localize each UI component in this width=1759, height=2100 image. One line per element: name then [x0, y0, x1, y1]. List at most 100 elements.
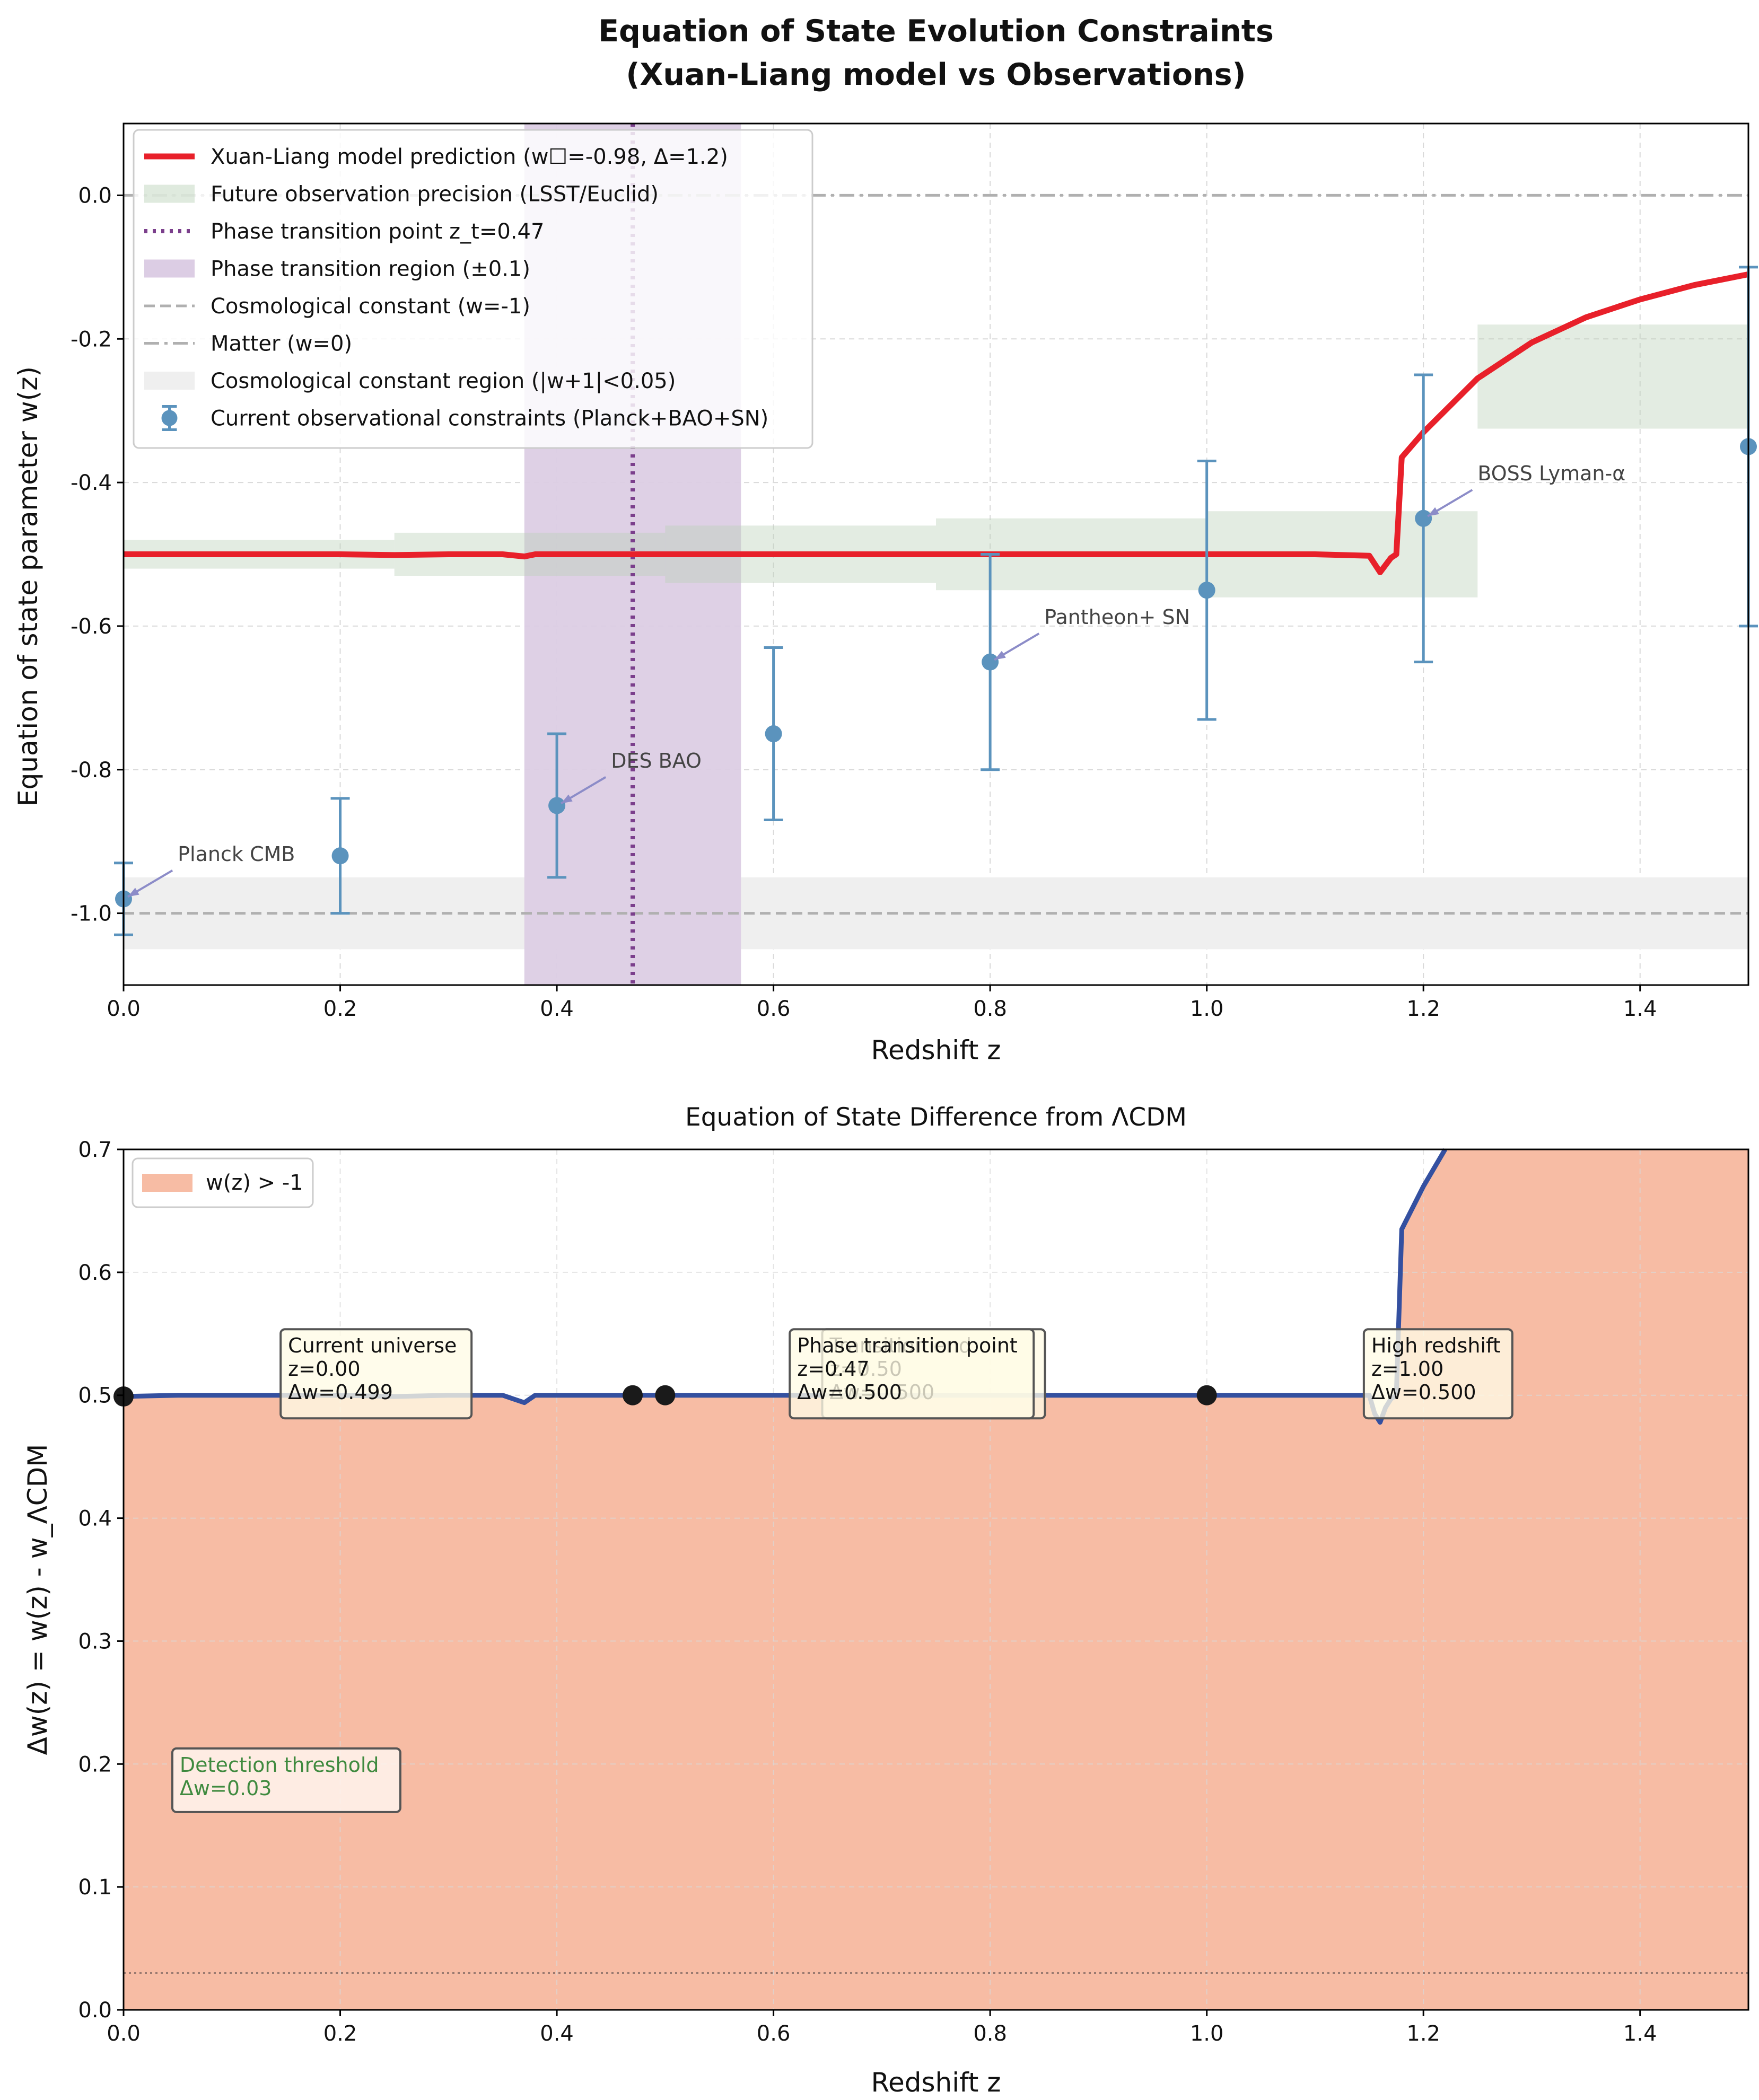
legend-entry: Cosmological constant (w=-1)	[144, 294, 530, 319]
top-x-tick-label: 0.2	[323, 997, 357, 1021]
legend-entry: Xuan-Liang model prediction (w☐=-0.98, Δ…	[144, 145, 728, 169]
bottom-legend: w(z) > -1	[132, 1157, 314, 1208]
annotation-box-line: Δw=0.500	[1371, 1381, 1476, 1404]
bottom-y-tick-label: 0.0	[78, 1998, 112, 2023]
bottom-x-tick-label: 1.4	[1623, 2022, 1657, 2046]
bottom-x-tick-label: 0.0	[107, 2022, 141, 2046]
bottom-y-tick-label: 0.2	[78, 1752, 112, 1777]
annotation-arrowhead	[561, 794, 573, 804]
bottom-legend-box	[132, 1157, 314, 1208]
legend-handle-lambda-region	[144, 372, 195, 390]
bottom-x-tick-label: 0.8	[973, 2022, 1007, 2046]
annotation-box-line: z=0.00	[288, 1357, 360, 1381]
top-y-tick-label: -0.4	[71, 471, 112, 495]
top-legend-box	[133, 129, 813, 449]
legend-label: Cosmological constant region (|w+1|<0.05…	[211, 369, 676, 393]
annotation-label: Planck CMB	[178, 842, 295, 866]
top-ticks: 0.0 0.2 0.4 0.6 0.8 1.0 1.2 1.4 0.0 -0.2 -0.4 -0.6 -…	[71, 183, 1657, 1021]
highlight-marker	[623, 1385, 643, 1405]
top-x-tick-label: 1.0	[1190, 997, 1224, 1021]
bottom-y-tick-label: 0.1	[78, 1875, 112, 1900]
top-y-tick-label: -0.2	[71, 327, 112, 352]
highlight-marker	[1196, 1385, 1217, 1405]
observation-marker	[1198, 582, 1215, 599]
annotation-box-line: High redshift	[1371, 1334, 1501, 1357]
observation-marker	[331, 847, 349, 865]
annotation-arrowhead	[128, 888, 139, 897]
bottom-x-tick-label: 0.4	[540, 2022, 574, 2046]
legend-entry: Phase transition region (±0.1)	[144, 257, 530, 282]
annotation-box-line: Current universe	[288, 1334, 457, 1357]
legend-label: Xuan-Liang model prediction (w☐=-0.98, Δ…	[211, 145, 728, 169]
legend-handle-future	[144, 184, 195, 203]
figure-title-line1: Equation of State Evolution Constraints	[598, 14, 1274, 49]
annotation-label: DES BAO	[611, 749, 702, 772]
annotation-box-line: z=0.47	[797, 1357, 869, 1381]
legend-entry: Cosmological constant region (|w+1|<0.05…	[144, 369, 676, 393]
future-precision-band	[1477, 324, 1748, 429]
top-axes-frame	[122, 122, 1749, 986]
legend-label: Phase transition region (±0.1)	[211, 257, 530, 282]
annotation-box-line: Δw=0.500	[797, 1381, 902, 1404]
bottom-fill-area	[124, 1149, 1748, 2010]
legend-entry: Phase transition point z_t=0.47	[144, 219, 544, 244]
observation-point	[1197, 459, 1217, 721]
top-x-tick-label: 0.6	[757, 997, 791, 1021]
legend-entry: Current observational constraints (Planc…	[161, 405, 768, 431]
observation-marker	[548, 797, 566, 814]
threshold-box-line: Δw=0.03	[180, 1777, 272, 1800]
bottom-y-tick-label: 0.7	[78, 1138, 112, 1162]
top-panel: Planck CMB DES BAO Pantheon+ SN BOSS Lyman-…	[13, 122, 1758, 1066]
legend-handle-fill	[142, 1174, 192, 1192]
legend-handle-marker	[161, 410, 178, 426]
legend-label: Future observation precision (LSST/Eucli…	[211, 182, 659, 207]
bottom-frame	[122, 1148, 1749, 2011]
bottom-y-axis-label: Δw(z) = w(z) - w_ΛCDM	[22, 1444, 53, 1755]
legend-entry: Matter (w=0)	[144, 332, 352, 356]
highlight-marker	[655, 1385, 676, 1405]
annotation-arrowhead	[994, 651, 1006, 660]
bottom-x-tick-label: 1.0	[1190, 2022, 1224, 2046]
bottom-x-tick-label: 0.6	[757, 2022, 791, 2046]
top-y-tick-label: -1.0	[71, 902, 112, 926]
bottom-annotations: Current universez=0.00Δw=0.499Transition…	[113, 1328, 1513, 1813]
figure-title-line2: (Xuan-Liang model vs Observations)	[626, 57, 1246, 92]
top-x-axis-label: Redshift z	[871, 1035, 1001, 1066]
observation-point	[1414, 373, 1433, 664]
bottom-y-tick-label: 0.5	[78, 1384, 112, 1408]
annotation-box-frame	[1362, 1328, 1513, 1420]
legend-handle-phase-region	[144, 259, 195, 278]
bottom-panel-title: Equation of State Difference from ΛCDM	[685, 1103, 1187, 1132]
threshold-box-frame	[171, 1747, 401, 1813]
bottom-axes-frame	[122, 1148, 1749, 2011]
top-frame	[122, 122, 1749, 986]
annotation-label: BOSS Lyman-α	[1477, 462, 1625, 485]
legend-label: Current observational constraints (Planc…	[211, 407, 768, 431]
annotation-label: Pantheon+ SN	[1044, 605, 1190, 629]
observation-annotation: Planck CMB	[127, 842, 295, 898]
bottom-y-tick-label: 0.3	[78, 1629, 112, 1654]
observation-marker	[982, 653, 999, 671]
top-y-tick-label: 0.0	[78, 183, 112, 208]
top-annotations: Planck CMB DES BAO Pantheon+ SN BOSS Lyman-…	[127, 462, 1625, 898]
top-y-tick-label: -0.8	[71, 758, 112, 783]
bottom-y-tick-label: 0.4	[78, 1507, 112, 1531]
legend-entry: Future observation precision (LSST/Eucli…	[144, 182, 659, 207]
observation-point	[981, 553, 1000, 771]
annotation-box-line: Phase transition point	[797, 1334, 1018, 1357]
bottom-ticks: 0.0 0.2 0.4 0.6 0.8 1.0 1.2 1.4 0.0 0.1 0.2 0.3 0.4 0…	[78, 1138, 1657, 2046]
annotation-box-frame	[279, 1328, 473, 1420]
annotation-box-frame	[789, 1328, 1035, 1420]
top-x-tick-label: 0.4	[540, 997, 574, 1021]
observation-marker	[1415, 509, 1432, 527]
threshold-box-line: Detection threshold	[180, 1753, 379, 1777]
top-y-tick-label: -0.6	[71, 614, 112, 639]
observation-annotation: BOSS Lyman-α	[1427, 462, 1625, 517]
top-x-tick-label: 1.4	[1623, 997, 1657, 1021]
observation-point	[547, 732, 567, 879]
annotation-box-line: Δw=0.499	[288, 1381, 393, 1404]
